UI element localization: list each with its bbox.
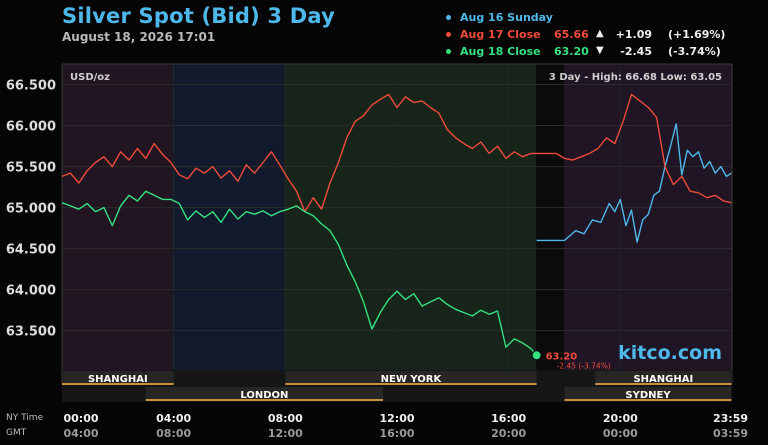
unit-label: USD/oz [70, 72, 110, 83]
x-tick-label-gmt: 00:00 [603, 427, 638, 440]
x-tick-label-gmt: 16:00 [379, 427, 414, 440]
x-tick-label-ny: 16:00 [491, 412, 526, 425]
chart-title: Silver Spot (Bid) 3 Day [62, 4, 335, 28]
y-tick-label: 65.500 [6, 161, 56, 176]
x-tick-label-gmt: 20:00 [491, 427, 526, 440]
x-tick-label-ny: 12:00 [379, 412, 414, 425]
x-tick-label-gmt: 03:59 [713, 427, 748, 440]
x-tick-label-ny: 08:00 [268, 412, 303, 425]
down-arrow-icon: ▼ [596, 45, 604, 56]
series-line-aug-17-close [61, 93, 732, 213]
y-tick-label: 66.500 [6, 79, 56, 94]
y-tick-label: 63.500 [6, 325, 56, 340]
x-tick-label-gmt: 04:00 [63, 427, 98, 440]
ny-time-row-label: NY Time [6, 413, 44, 423]
range-stats: 3 Day - High: 66.68 Low: 63.05 [549, 72, 722, 83]
trading-sessions: SHANGHAI NEW YORK SHANGHAI LONDON SYDNEY [62, 370, 732, 402]
legend-value: 65.66 [554, 28, 589, 41]
x-tick-label-ny: 00:00 [63, 412, 98, 425]
x-tick-label-gmt: 12:00 [268, 427, 303, 440]
kitco-watermark: kitco.com [618, 342, 722, 364]
legend-label: Aug 18 Close [460, 45, 541, 58]
session-label: SHANGHAI [88, 374, 148, 385]
y-axis: 66.500 66.000 65.500 65.000 64.500 64.000 63.5… [6, 79, 56, 340]
session-block [595, 371, 732, 385]
legend-label: Aug 17 Close [460, 28, 541, 41]
legend-value: 63.20 [554, 45, 589, 58]
session-label: SYDNEY [625, 390, 671, 401]
x-tick-label-gmt: 08:00 [156, 427, 191, 440]
session-block [285, 371, 537, 385]
x-tick-label-ny: 20:00 [603, 412, 638, 425]
y-tick-label: 64.000 [6, 284, 56, 299]
y-tick-label: 66.000 [6, 120, 56, 135]
legend-change: +1.09 [615, 28, 652, 41]
session-block [145, 387, 384, 401]
legend-percent: (-3.74%) [668, 45, 721, 58]
session-block [62, 371, 174, 385]
up-arrow-icon: ▲ [596, 28, 604, 39]
gmt-row-label: GMT [6, 428, 27, 438]
series-line-aug-18-close [61, 190, 538, 356]
y-tick-label: 65.000 [6, 202, 56, 217]
series-color-dot-icon [446, 32, 451, 37]
session-block [564, 387, 732, 401]
legend-percent: (+1.69%) [668, 28, 726, 41]
legend-label: Aug 16 Sunday [460, 11, 553, 24]
session-label: LONDON [240, 390, 288, 401]
x-tick-label-ny: 04:00 [156, 412, 191, 425]
session-label: SHANGHAI [633, 374, 693, 385]
last-change-label: -2.45 (-3.74%) [557, 361, 611, 370]
chart-date: August 18, 2026 17:01 [62, 30, 216, 44]
y-tick-label: 64.500 [6, 243, 56, 258]
legend-change: -2.45 [620, 45, 652, 58]
last-price-marker [531, 350, 542, 361]
series-line-aug-16-sunday [536, 123, 732, 243]
series-layer [61, 93, 732, 356]
last-price-label: 63.20 [546, 351, 578, 362]
x-axis: NY Time GMT 00:00 04:00 04:00 08:00 08:00 12:… [6, 412, 748, 440]
series-color-dot-icon [446, 49, 451, 54]
last-price-marker-group: 63.20-2.45 (-3.74%) [531, 350, 611, 370]
x-tick-label-ny: 23:59 [713, 412, 748, 425]
session-label: NEW YORK [381, 374, 443, 385]
series-color-dot-icon [446, 15, 451, 20]
